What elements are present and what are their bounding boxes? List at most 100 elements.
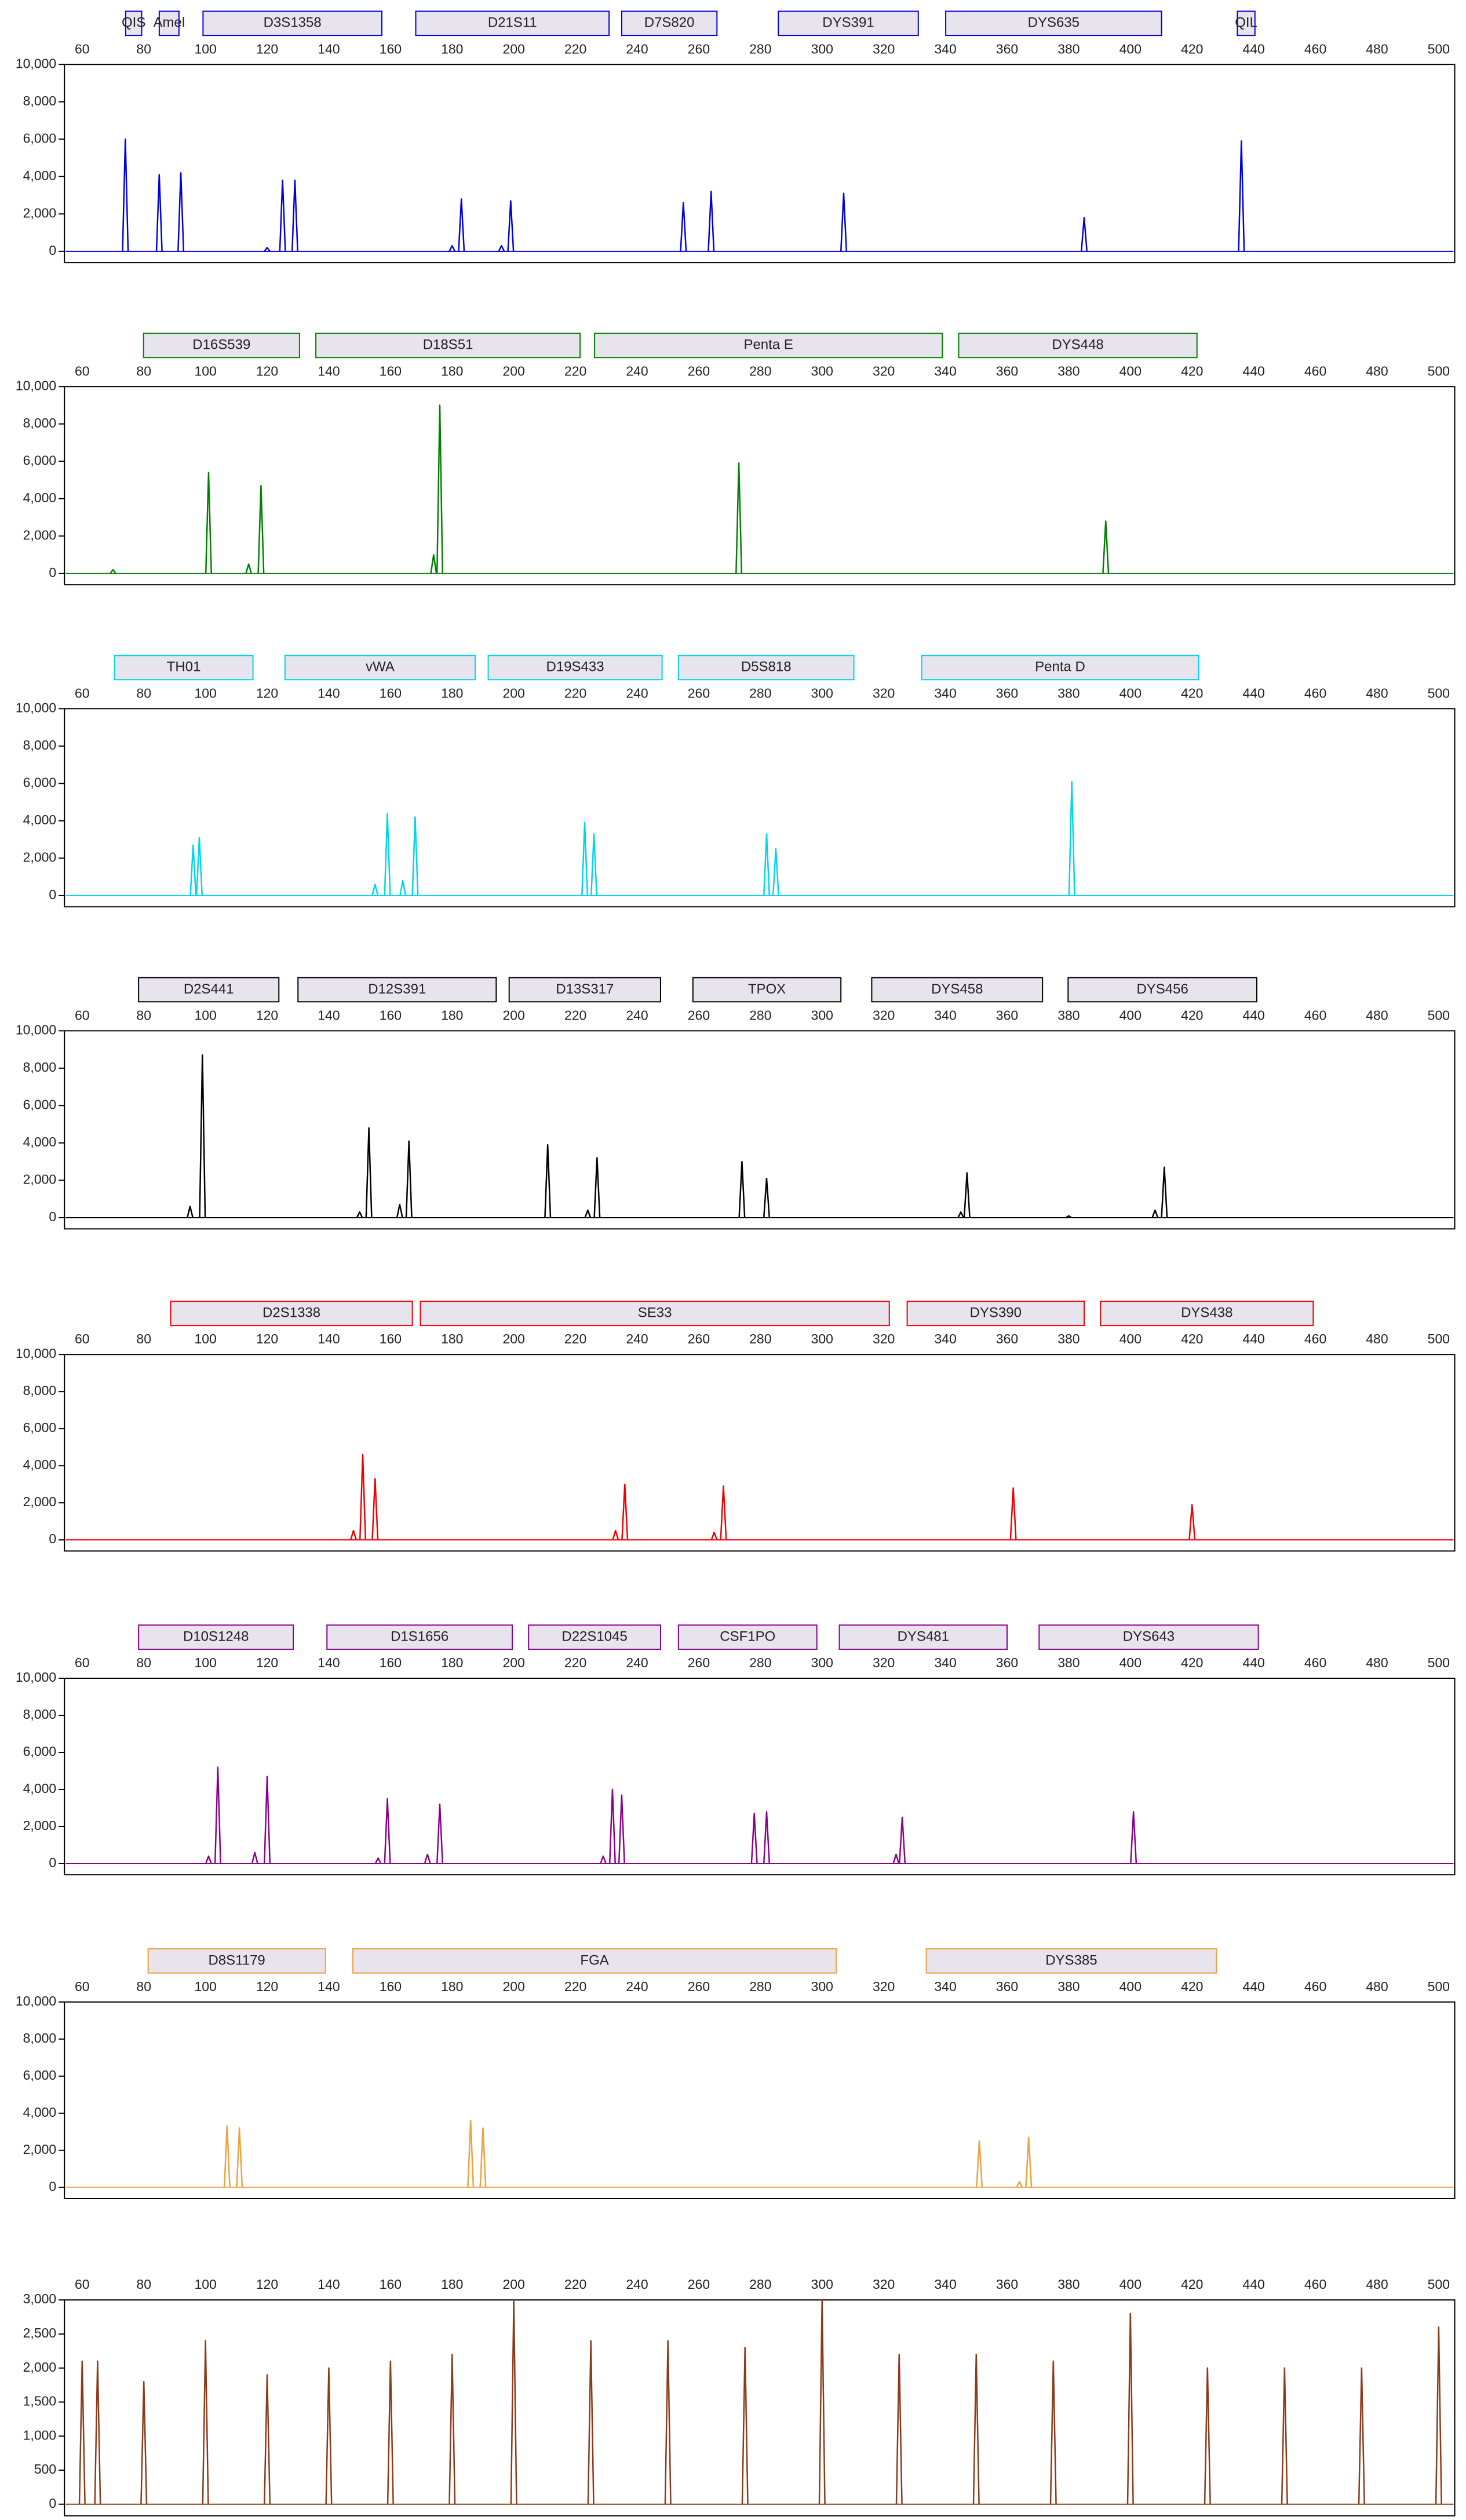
peak [738, 1160, 746, 1218]
peak [680, 202, 687, 251]
locus-label: Penta D [1035, 659, 1085, 675]
x-tick-label: 360 [996, 1979, 1018, 1994]
peak [325, 2367, 333, 2504]
peak [1126, 2313, 1134, 2504]
peak [840, 192, 848, 251]
locus-box [487, 655, 663, 681]
x-tick-label: 420 [1181, 1979, 1203, 1994]
x-tick-label: 240 [626, 1331, 648, 1346]
x-tick-label: 460 [1304, 1979, 1326, 1994]
x-tick-label: 60 [75, 41, 90, 56]
x-tick-label: 400 [1119, 41, 1142, 56]
x-tick-label: 240 [626, 685, 648, 700]
peak [424, 1853, 431, 1864]
locus-box [921, 655, 1199, 681]
x-tick-label: 440 [1242, 41, 1264, 56]
y-tick-label: 0 [49, 1531, 56, 1546]
y-tick-label: 6,000 [23, 2068, 57, 2083]
x-tick-label: 140 [318, 1331, 340, 1346]
peak [279, 179, 286, 251]
x-tick-label: 500 [1428, 1979, 1450, 1994]
y-tick-label: 6,000 [23, 1744, 57, 1759]
x-tick-label: 120 [256, 1979, 278, 1994]
locus-label: QIL [1235, 15, 1257, 31]
x-tick-label: 100 [194, 363, 216, 378]
x-tick-label: 140 [318, 1655, 340, 1670]
x-tick-label: 80 [136, 41, 151, 56]
x-tick-label: 500 [1428, 2277, 1450, 2292]
x-tick-label: 80 [136, 685, 151, 700]
peak [223, 2125, 231, 2187]
peak [590, 833, 598, 896]
x-tick-label: 60 [75, 1331, 90, 1346]
x-tick-label: 260 [688, 1007, 710, 1022]
locus-box [925, 1948, 1217, 1974]
x-tick-label: 120 [256, 685, 278, 700]
x-tick-label: 480 [1366, 1331, 1388, 1346]
x-tick-label: 140 [318, 363, 340, 378]
y-tick-label: 8,000 [23, 93, 57, 108]
x-tick-label: 380 [1057, 2277, 1080, 2292]
locus-box [621, 10, 718, 36]
x-tick-label: 300 [811, 1655, 833, 1670]
plot-frame [64, 1354, 1456, 1552]
peak [94, 2360, 101, 2504]
locus-label: DYS643 [1123, 1628, 1175, 1644]
peak [264, 1776, 271, 1864]
x-tick-label: 200 [503, 685, 525, 700]
peak [612, 1529, 619, 1540]
peak [1188, 1504, 1196, 1540]
x-tick-label: 440 [1242, 1655, 1264, 1670]
y-tick-label: 0 [49, 243, 56, 258]
locus-box [692, 977, 842, 1003]
plot-frame [64, 708, 1456, 908]
peak [411, 816, 419, 896]
peak [957, 1211, 965, 1218]
locus-label: DYS481 [898, 1628, 949, 1644]
x-tick-label: 180 [441, 1007, 463, 1022]
peak [772, 848, 779, 896]
peak [187, 1206, 194, 1218]
y-tick-label: 10,000 [16, 378, 56, 393]
x-tick-label: 140 [318, 2277, 340, 2292]
locus-box [1237, 10, 1256, 36]
x-tick-label: 220 [564, 1007, 586, 1022]
x-tick-label: 180 [441, 1655, 463, 1670]
x-tick-label: 380 [1057, 41, 1080, 56]
peak [1068, 780, 1075, 896]
locus-label: Penta E [743, 337, 793, 353]
locus-box [138, 977, 280, 1003]
x-tick-label: 300 [811, 1331, 833, 1346]
plot-frame [64, 2299, 1456, 2517]
x-tick-label: 60 [75, 2277, 90, 2292]
x-tick-label: 420 [1181, 1007, 1203, 1022]
locus-label: D22S1045 [561, 1628, 627, 1644]
peak [199, 1054, 206, 1218]
x-tick-label: 120 [256, 41, 278, 56]
x-tick-label: 280 [749, 1007, 771, 1022]
x-tick-label: 100 [194, 2277, 216, 2292]
x-tick-label: 80 [136, 1331, 151, 1346]
peak [384, 1798, 391, 1864]
x-tick-label: 440 [1242, 1331, 1264, 1346]
peak [1080, 217, 1088, 251]
x-tick-label: 480 [1366, 1007, 1388, 1022]
x-tick-label: 220 [564, 1979, 586, 1994]
peak [430, 554, 437, 574]
x-tick-label: 160 [380, 2277, 402, 2292]
locus-box [778, 10, 919, 36]
x-tick-label: 120 [256, 1655, 278, 1670]
peak [291, 179, 298, 251]
x-tick-label: 460 [1304, 1655, 1326, 1670]
y-tick-label: 10,000 [16, 1993, 56, 2008]
y-tick-label: 6,000 [23, 130, 57, 145]
x-tick-label: 240 [626, 41, 648, 56]
y-tick-label: 4,000 [23, 1781, 57, 1796]
peak [763, 1811, 771, 1864]
locus-label: CSF1PO [720, 1628, 775, 1644]
locus-label: D5S818 [741, 659, 792, 675]
y-tick-label: 4,000 [23, 168, 57, 183]
peak [384, 812, 391, 896]
y-tick-label: 3,000 [23, 2291, 57, 2306]
x-tick-label: 400 [1119, 1979, 1142, 1994]
